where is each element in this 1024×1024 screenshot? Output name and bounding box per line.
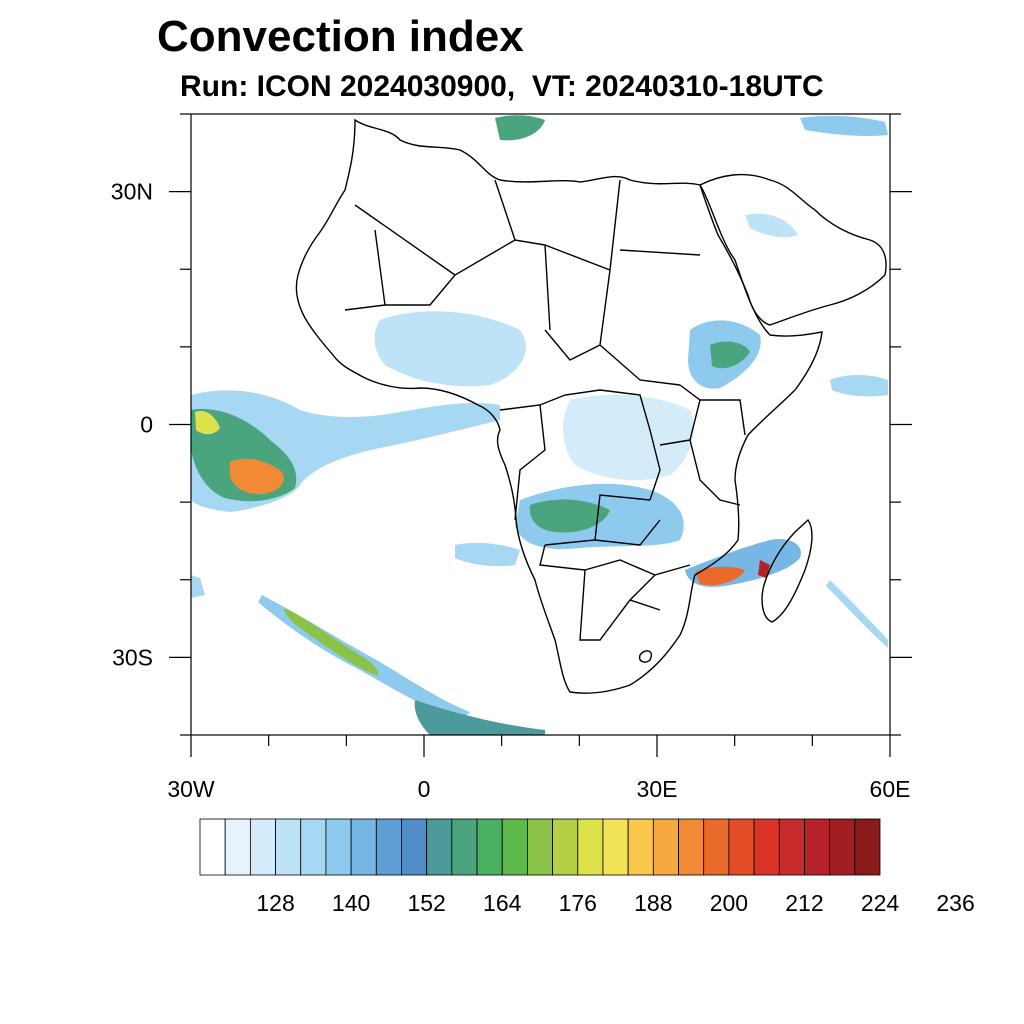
convection-area-atlantic-peak bbox=[230, 458, 284, 495]
colorbar-bin bbox=[652, 818, 679, 876]
colorbar-bin bbox=[753, 818, 780, 876]
convection-area-arabian-sea bbox=[830, 375, 888, 397]
convection-area-south-atlantic-west bbox=[191, 575, 205, 598]
x-tick-label: 60E bbox=[870, 776, 911, 802]
convection-area-angola-band bbox=[455, 542, 520, 567]
convection-area-mozambique-core bbox=[695, 566, 745, 586]
convection-area-atlantic-north bbox=[195, 410, 220, 435]
colorbar-bin bbox=[476, 818, 503, 876]
colorbar-bin bbox=[854, 818, 881, 876]
y-tick-label: 30N bbox=[111, 179, 153, 205]
convection-area-mediterranean bbox=[495, 115, 545, 141]
colorbar-bin bbox=[552, 818, 579, 876]
colorbar-bin bbox=[249, 818, 276, 876]
axis-labels: 30W 0 30E 60E 30N 0 30S bbox=[111, 179, 911, 802]
colorbar-label: 236 bbox=[936, 890, 974, 916]
colorbar-bin bbox=[602, 818, 629, 876]
colorbar-bin bbox=[300, 818, 327, 876]
colorbar-bin bbox=[426, 818, 453, 876]
colorbar-label: 128 bbox=[256, 890, 294, 916]
border-central bbox=[544, 179, 701, 386]
colorbar-bin bbox=[577, 818, 604, 876]
colorbar-bin bbox=[275, 818, 302, 876]
colorbar-label: 188 bbox=[634, 890, 672, 916]
y-tick-label: 30S bbox=[112, 644, 153, 670]
colorbar-label: 140 bbox=[332, 890, 370, 916]
x-tick-label: 0 bbox=[418, 776, 431, 802]
convection-field bbox=[191, 115, 888, 735]
colorbar-label: 152 bbox=[407, 890, 445, 916]
border-east-africa bbox=[659, 384, 746, 506]
colorbar-bin bbox=[804, 818, 831, 876]
country-boundaries bbox=[295, 118, 887, 694]
colorbar-bin bbox=[501, 818, 528, 876]
colorbar-bin bbox=[350, 818, 377, 876]
colorbar-bin bbox=[325, 818, 352, 876]
x-tick-label: 30W bbox=[167, 776, 215, 802]
colorbar-bin bbox=[778, 818, 805, 876]
colorbar-bin bbox=[678, 818, 705, 876]
colorbar-bin bbox=[401, 818, 428, 876]
arabia-coastline bbox=[699, 173, 887, 326]
convection-area-mozambique-peak bbox=[758, 560, 770, 578]
chart-title: Convection index bbox=[157, 12, 524, 61]
x-tick-label: 30E bbox=[637, 776, 678, 802]
convection-area-angola-core bbox=[529, 499, 610, 533]
colorbar-labels: 128 140 152 164 176 188 200 212 224 236 bbox=[256, 890, 974, 916]
colorbar-label: 224 bbox=[861, 890, 900, 916]
colorbar-label: 200 bbox=[710, 890, 748, 916]
convection-area-south-atlantic-tail bbox=[414, 700, 545, 735]
border-lake bbox=[638, 650, 652, 663]
colorbar-bin bbox=[451, 818, 478, 876]
colorbar-bin bbox=[527, 818, 553, 876]
colorbar-bin bbox=[224, 818, 251, 876]
border-sahara-west bbox=[344, 179, 551, 331]
border-congo bbox=[499, 389, 661, 546]
colorbar-bin bbox=[199, 818, 226, 876]
colorbar-bin bbox=[829, 818, 856, 876]
colorbar-label: 212 bbox=[785, 890, 823, 916]
convection-area-indian-ocean bbox=[826, 580, 888, 648]
convection-area-central-africa bbox=[563, 394, 694, 481]
convection-area-arabia bbox=[745, 213, 798, 238]
border-south bbox=[539, 544, 691, 641]
colorbar-bin bbox=[627, 818, 654, 876]
colorbar-bin bbox=[703, 818, 730, 876]
convection-area-south-atlantic-core bbox=[284, 608, 379, 676]
colorbar-bin bbox=[375, 818, 402, 876]
colorbar-label: 176 bbox=[559, 890, 597, 916]
convection-area-west-africa bbox=[374, 311, 526, 387]
colorbar bbox=[199, 818, 881, 876]
africa-coastline bbox=[295, 118, 823, 694]
convection-area-arabia-north bbox=[800, 115, 888, 137]
y-tick-label: 0 bbox=[140, 412, 153, 438]
madagascar-coastline bbox=[761, 518, 813, 623]
axis-ticks bbox=[169, 113, 912, 757]
convection-area-ethiopia-core bbox=[710, 341, 750, 369]
colorbar-bin bbox=[728, 818, 755, 876]
chart-subtitle: Run: ICON 2024030900, VT: 20240310-18UTC bbox=[180, 70, 824, 103]
colorbar-label: 164 bbox=[483, 890, 522, 916]
